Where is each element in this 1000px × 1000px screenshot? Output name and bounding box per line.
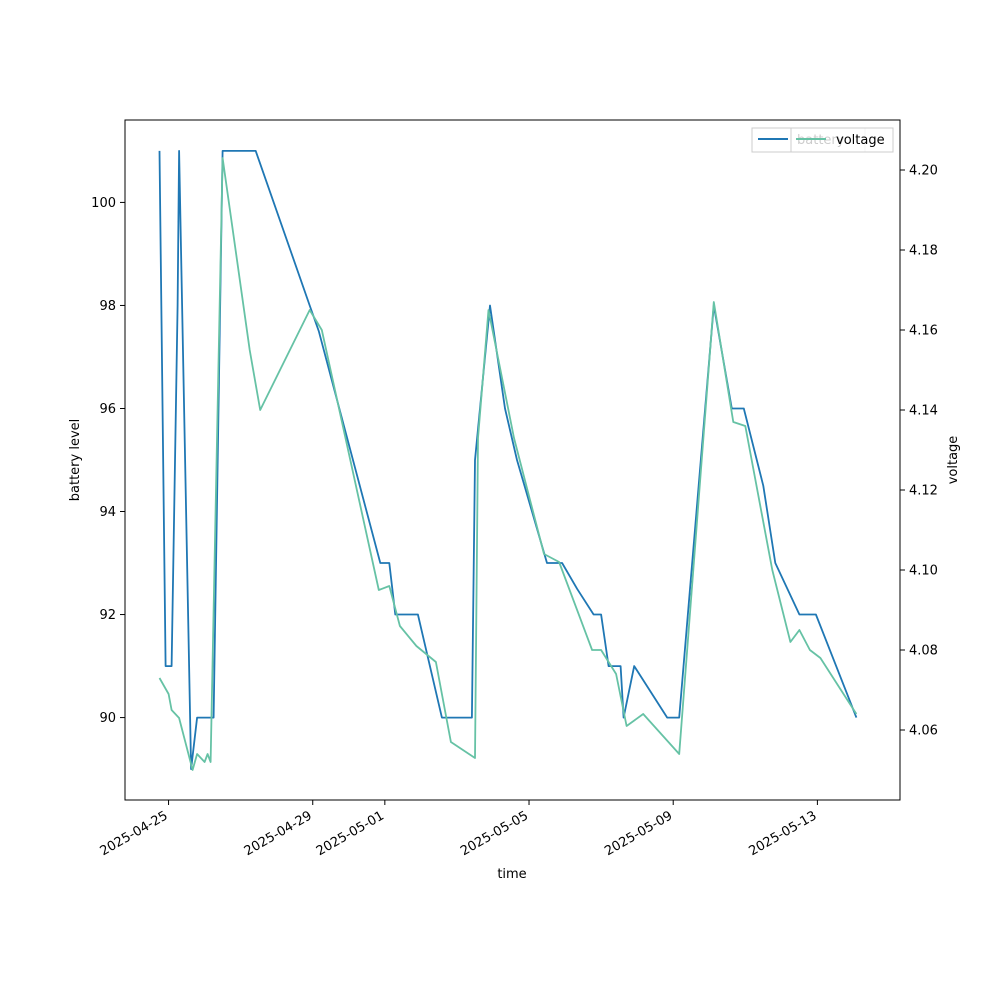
right-y-axis: 4.06 4.08 4.10 4.12 4.14 4.16 4.18 4.20 <box>900 164 938 739</box>
x-tick-label: 2025-04-29 <box>242 808 315 859</box>
series-line-voltage <box>158 157 858 771</box>
x-tick-label: 2025-05-13 <box>746 808 819 859</box>
plot-frame <box>124 119 901 801</box>
legend-voltage-label: voltage <box>836 133 885 148</box>
left-y-axis-label: battery level <box>68 419 83 502</box>
right-y-tick-label: 4.12 <box>909 484 938 499</box>
left-y-tick-label: 92 <box>99 608 116 623</box>
right-y-tick-label: 4.14 <box>909 404 938 419</box>
legend-voltage: voltage <box>790 127 894 153</box>
right-y-tick-label: 4.16 <box>909 324 938 339</box>
left-y-tick-label: 94 <box>99 505 116 520</box>
right-y-tick-label: 4.08 <box>909 644 938 659</box>
plot-area <box>158 150 858 771</box>
x-tick-label: 2025-05-09 <box>602 808 675 859</box>
left-y-tick-label: 98 <box>99 299 116 314</box>
left-y-axis: 90 92 94 96 98 100 <box>91 196 125 726</box>
right-y-tick-label: 4.10 <box>909 564 938 579</box>
left-y-tick-label: 96 <box>99 402 116 417</box>
x-tick-label: 2025-04-25 <box>98 808 171 859</box>
x-tick-label: 2025-05-01 <box>314 808 387 859</box>
right-y-tick-label: 4.20 <box>909 164 938 179</box>
x-axis-label: time <box>497 867 526 882</box>
left-y-tick-label: 100 <box>91 196 116 211</box>
right-y-axis-label: voltage <box>946 436 961 485</box>
x-axis: 2025-04-25 2025-04-29 2025-05-01 2025-05-05… <box>98 800 819 859</box>
x-tick-label: 2025-05-05 <box>458 808 531 859</box>
left-y-tick-label: 90 <box>99 711 116 726</box>
right-y-tick-label: 4.18 <box>909 244 938 259</box>
right-y-tick-label: 4.06 <box>909 724 938 739</box>
